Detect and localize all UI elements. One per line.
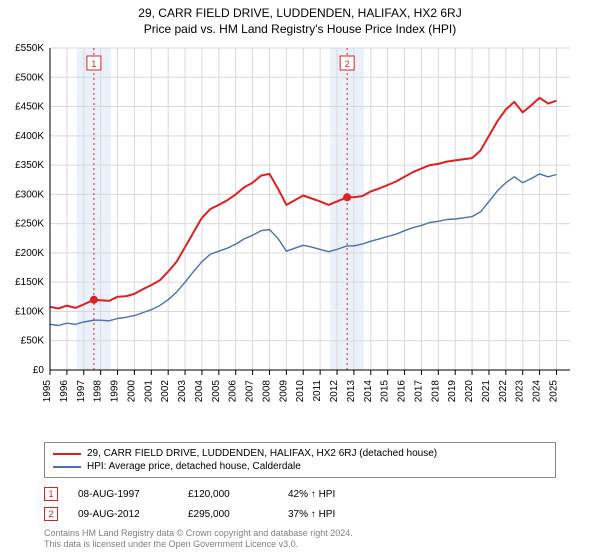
sale-marker-number: 1 xyxy=(44,487,58,501)
legend-row: HPI: Average price, detached house, Cald… xyxy=(53,460,547,473)
sale-price: £295,000 xyxy=(188,509,268,520)
svg-text:£350K: £350K xyxy=(15,160,44,171)
chart-svg: £0 £50K £100K £150K £200K £250K £300K £350K £400… xyxy=(0,40,600,440)
legend-box: 29, CARR FIELD DRIVE, LUDDENDEN, HALIFAX… xyxy=(44,442,556,478)
legend-label: HPI: Average price, detached house, Cald… xyxy=(87,461,301,472)
chart-title-address: 29, CARR FIELD DRIVE, LUDDENDEN, HALIFAX… xyxy=(0,6,600,20)
legend-swatch xyxy=(53,453,81,455)
legend-swatch xyxy=(53,466,81,468)
svg-text:2003: 2003 xyxy=(177,380,188,403)
svg-text:2011: 2011 xyxy=(312,380,323,402)
svg-text:2012: 2012 xyxy=(329,380,340,403)
sale-price: £120,000 xyxy=(188,489,268,500)
svg-text:2014: 2014 xyxy=(363,380,374,403)
credit-text: Contains HM Land Registry data © Crown c… xyxy=(44,528,556,551)
svg-text:2: 2 xyxy=(345,59,350,69)
svg-text:2016: 2016 xyxy=(397,380,408,403)
svg-text:£300K: £300K xyxy=(15,189,44,200)
svg-text:1: 1 xyxy=(91,59,96,69)
svg-text:2004: 2004 xyxy=(194,380,205,403)
svg-text:2020: 2020 xyxy=(464,380,475,403)
sale-date: 09-AUG-2012 xyxy=(78,509,168,520)
svg-text:£150K: £150K xyxy=(15,277,44,288)
svg-text:1997: 1997 xyxy=(76,380,87,403)
sale-date: 08-AUG-1997 xyxy=(78,489,168,500)
svg-text:2009: 2009 xyxy=(278,380,289,403)
chart-area: £0 £50K £100K £150K £200K £250K £300K £350K £400… xyxy=(0,40,600,440)
svg-text:1995: 1995 xyxy=(42,380,53,403)
svg-text:1999: 1999 xyxy=(110,380,121,403)
chart-container: 29, CARR FIELD DRIVE, LUDDENDEN, HALIFAX… xyxy=(0,0,600,560)
svg-text:2002: 2002 xyxy=(160,380,171,403)
title-block: 29, CARR FIELD DRIVE, LUDDENDEN, HALIFAX… xyxy=(0,0,600,36)
svg-text:2021: 2021 xyxy=(481,380,492,403)
svg-text:2001: 2001 xyxy=(143,380,154,403)
svg-text:£450K: £450K xyxy=(15,102,44,113)
svg-text:2018: 2018 xyxy=(430,380,441,403)
sale-marker-number: 2 xyxy=(44,507,58,521)
svg-text:2006: 2006 xyxy=(228,380,239,403)
chart-subtitle: Price paid vs. HM Land Registry's House … xyxy=(0,22,600,36)
svg-text:2019: 2019 xyxy=(447,380,458,403)
sales-table: 1 08-AUG-1997 £120,000 42% ↑ HPI 2 09-AUG-201… xyxy=(44,484,556,524)
credit-line-2: This data is licensed under the Open Gov… xyxy=(44,539,556,550)
svg-text:2025: 2025 xyxy=(548,380,559,403)
svg-text:£500K: £500K xyxy=(15,72,44,83)
svg-text:£200K: £200K xyxy=(15,248,44,259)
svg-text:2023: 2023 xyxy=(515,380,526,403)
svg-text:2015: 2015 xyxy=(380,380,391,403)
sale-row: 2 09-AUG-2012 £295,000 37% ↑ HPI xyxy=(44,504,556,524)
legend-label: 29, CARR FIELD DRIVE, LUDDENDEN, HALIFAX… xyxy=(87,448,437,459)
svg-text:2007: 2007 xyxy=(245,380,256,403)
svg-text:2005: 2005 xyxy=(211,380,222,403)
svg-text:1998: 1998 xyxy=(93,380,104,403)
svg-text:2013: 2013 xyxy=(346,380,357,403)
svg-text:£550K: £550K xyxy=(15,43,44,54)
sale-row: 1 08-AUG-1997 £120,000 42% ↑ HPI xyxy=(44,484,556,504)
svg-text:£50K: £50K xyxy=(21,336,45,347)
svg-text:2024: 2024 xyxy=(532,380,543,403)
svg-text:2000: 2000 xyxy=(126,380,137,403)
svg-text:1996: 1996 xyxy=(59,380,70,403)
svg-text:2008: 2008 xyxy=(261,380,272,403)
sale-hpi-delta: 37% ↑ HPI xyxy=(288,509,368,520)
sale-hpi-delta: 42% ↑ HPI xyxy=(288,489,368,500)
svg-text:2022: 2022 xyxy=(498,380,509,403)
credit-line-1: Contains HM Land Registry data © Crown c… xyxy=(44,528,556,539)
svg-text:£100K: £100K xyxy=(15,306,44,317)
svg-text:2010: 2010 xyxy=(295,380,306,403)
svg-text:2017: 2017 xyxy=(413,380,424,403)
svg-text:£0: £0 xyxy=(33,365,45,376)
svg-text:£400K: £400K xyxy=(15,131,44,142)
legend-row: 29, CARR FIELD DRIVE, LUDDENDEN, HALIFAX… xyxy=(53,447,547,460)
svg-text:£250K: £250K xyxy=(15,219,44,230)
